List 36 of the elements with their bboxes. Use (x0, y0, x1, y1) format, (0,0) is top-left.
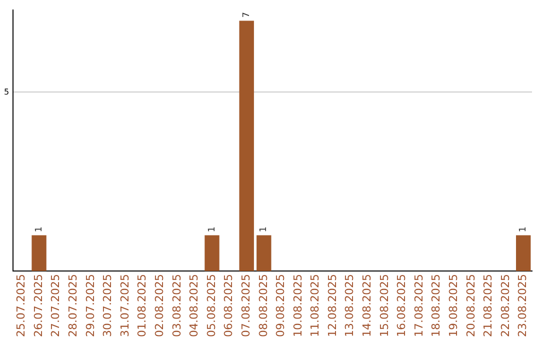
x-tick-label: 04.08.2025 (188, 274, 201, 338)
data-label: 1 (518, 226, 529, 232)
x-tick-label: 02.08.2025 (152, 274, 166, 338)
data-label: 7 (242, 12, 252, 18)
x-tick-label: 08.08.2025 (256, 274, 270, 338)
x-tick-label: 19.08.2025 (447, 274, 460, 338)
x-tick-label: 23.08.2025 (516, 274, 530, 338)
x-tick-label: 27.07.2025 (49, 274, 62, 338)
x-tick-label: 05.08.2025 (204, 274, 218, 338)
x-tick-label: 12.08.2025 (326, 274, 339, 338)
x-tick-label: 25.07.2025 (14, 274, 28, 338)
x-tick-label: 01.08.2025 (136, 274, 149, 338)
data-label: 1 (259, 226, 270, 232)
x-tick-label: 31.07.2025 (118, 274, 132, 338)
x-tick-label: 21.08.2025 (482, 274, 495, 338)
x-tick-label: 14.08.2025 (360, 274, 374, 338)
x-tick-label: 20.08.2025 (464, 274, 478, 338)
x-tick-label: 26.07.2025 (32, 274, 45, 338)
x-tick-label: 15.08.2025 (378, 274, 391, 338)
y-tick-label: 5 (4, 87, 10, 96)
x-tick-label: 30.07.2025 (101, 274, 114, 338)
x-tick-label: 06.08.2025 (222, 274, 236, 338)
x-tick-label: 07.08.2025 (239, 274, 252, 338)
x-tick-label: 16.08.2025 (395, 274, 408, 338)
x-tick-label: 22.08.2025 (498, 274, 512, 338)
x-tick-label: 13.08.2025 (343, 274, 356, 338)
x-tick-label: 09.08.2025 (274, 274, 288, 338)
x-tick-label: 18.08.2025 (430, 274, 443, 338)
x-tick-label: 29.07.2025 (84, 274, 97, 338)
x-tick-label: 03.08.2025 (170, 274, 184, 338)
data-label: 1 (207, 226, 218, 232)
x-tick-label: 11.08.2025 (308, 274, 322, 338)
x-tick-label: 28.07.2025 (66, 274, 80, 338)
x-tick-label: 10.08.2025 (291, 274, 304, 338)
x-tick-label: 17.08.2025 (412, 274, 426, 338)
data-label: 1 (34, 226, 44, 232)
